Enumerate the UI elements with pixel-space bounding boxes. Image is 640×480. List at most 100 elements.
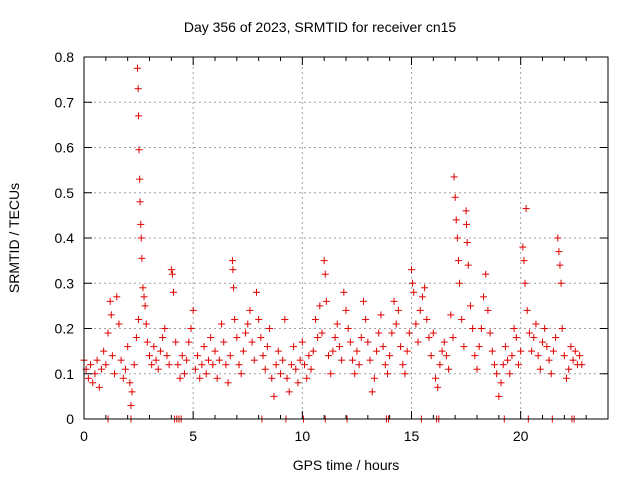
data-point (248, 338, 256, 346)
data-point (473, 365, 481, 373)
data-point (115, 320, 123, 328)
data-point (113, 293, 121, 301)
data-point (490, 361, 498, 369)
data-point (126, 379, 134, 387)
data-point (320, 257, 328, 265)
data-point (279, 356, 287, 364)
data-point (555, 248, 563, 256)
data-point (200, 343, 208, 351)
data-point (532, 320, 540, 328)
y-tick-label: 0.2 (55, 321, 75, 337)
y-tick-label: 0.8 (55, 49, 75, 65)
data-point (388, 329, 396, 337)
data-point (554, 234, 562, 242)
data-point (292, 365, 300, 373)
data-point (285, 388, 293, 396)
data-point (440, 338, 448, 346)
data-point (165, 361, 173, 369)
data-point (541, 325, 549, 332)
data-point (466, 302, 474, 310)
data-point (266, 325, 274, 332)
data-point (558, 325, 566, 332)
data-point (140, 293, 148, 301)
data-point (521, 279, 529, 287)
data-point (567, 343, 575, 351)
data-point (209, 361, 217, 369)
data-point (194, 352, 202, 360)
data-point (277, 370, 284, 378)
data-point (274, 347, 282, 355)
x-tick-label: 0 (80, 428, 88, 444)
data-point (305, 352, 313, 360)
data-point (106, 297, 114, 305)
data-point (130, 361, 138, 369)
data-point (475, 343, 483, 351)
data-point (268, 374, 276, 382)
data-point (565, 365, 573, 373)
data-point (89, 379, 97, 387)
data-point (427, 352, 435, 360)
data-point (124, 343, 132, 351)
grid (84, 57, 608, 419)
data-point (471, 352, 479, 360)
data-point (397, 343, 405, 351)
data-point (142, 320, 150, 328)
data-point (390, 297, 398, 305)
data-point (281, 315, 289, 323)
data-point (290, 343, 298, 351)
data-point (399, 361, 407, 369)
data-point (102, 361, 110, 369)
data-point (338, 356, 346, 364)
data-point (458, 315, 466, 323)
data-point (486, 329, 494, 337)
data-point (198, 361, 206, 369)
data-point (434, 383, 442, 391)
data-point (499, 361, 507, 369)
data-point (119, 374, 127, 382)
x-tick-label: 15 (404, 428, 420, 444)
data-point (421, 284, 429, 292)
data-point (464, 261, 472, 269)
data-point (392, 320, 400, 328)
data-point (447, 311, 455, 319)
data-point (405, 329, 413, 337)
data-point (463, 239, 471, 247)
data-point (180, 370, 188, 378)
data-point (488, 347, 496, 355)
data-point (377, 311, 385, 319)
data-point (108, 352, 116, 360)
data-point (250, 356, 258, 364)
data-point (463, 220, 471, 228)
data-point (381, 361, 389, 369)
data-point (259, 352, 267, 360)
data-point (394, 306, 402, 314)
data-point (183, 356, 191, 364)
data-point (322, 297, 330, 305)
data-point (224, 379, 232, 387)
data-point (556, 261, 564, 269)
data-point (366, 356, 374, 364)
data-point (344, 325, 352, 332)
data-points (80, 64, 586, 423)
data-point (242, 329, 250, 337)
data-point (111, 370, 119, 378)
data-point (121, 365, 129, 373)
data-point (469, 325, 477, 332)
data-point (517, 347, 525, 355)
data-point (329, 347, 337, 355)
data-point (560, 352, 568, 360)
data-point (178, 352, 186, 360)
y-tick-label: 0.4 (55, 230, 75, 246)
data-point (141, 302, 149, 310)
data-point (196, 374, 204, 382)
data-point (543, 343, 551, 351)
data-point (506, 370, 514, 378)
data-point (127, 401, 135, 409)
data-point (117, 356, 125, 364)
data-point (514, 361, 522, 369)
data-point (525, 329, 533, 337)
data-point (454, 257, 462, 265)
x-axis-label: GPS time / hours (292, 457, 400, 473)
data-point (298, 338, 306, 346)
